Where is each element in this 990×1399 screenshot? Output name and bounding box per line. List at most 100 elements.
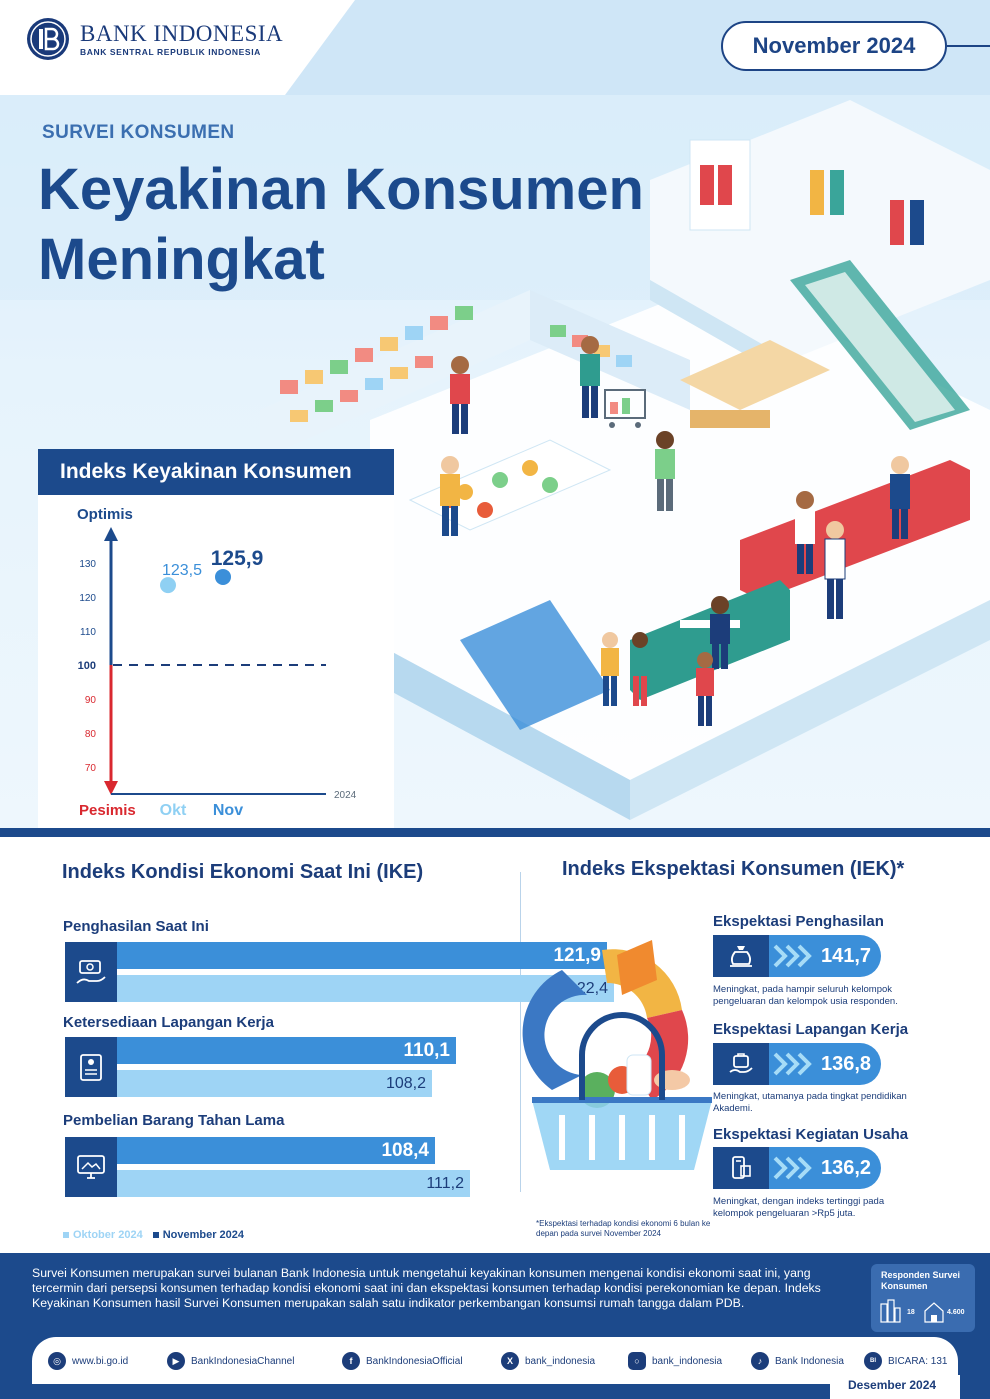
social-facebook[interactable]: f BankIndonesiaOfficial	[342, 1352, 463, 1370]
social-tiktok[interactable]: ♪ Bank Indonesia	[751, 1352, 844, 1370]
y-tick-label: 130	[79, 559, 96, 570]
social-links-bar	[32, 1337, 958, 1384]
title-line-2: Meningkat	[38, 227, 325, 292]
x-icon: X	[501, 1352, 519, 1370]
money-hand-icon	[65, 942, 117, 1002]
ikk-chart-title: Indeks Keyakinan Konsumen	[38, 449, 394, 495]
iek-label-kegiatan-usaha: Ekspektasi Kegiatan Usaha	[713, 1126, 909, 1143]
chevron-right-icon	[773, 1052, 812, 1076]
social-youtube[interactable]: ▶ BankIndonesiaChannel	[167, 1352, 294, 1370]
logo-name: BANK INDONESIA	[80, 20, 284, 46]
legend-okt: Oktober 2024	[63, 1229, 143, 1241]
social-bicara[interactable]: BI BICARA: 131	[864, 1352, 947, 1370]
iek-label-penghasilan: Ekspektasi Penghasilan	[713, 913, 884, 930]
pesimis-arrow-icon	[104, 781, 118, 795]
ike-label-barang-tahan-lama: Pembelian Barang Tahan Lama	[63, 1112, 285, 1129]
social-website-label: www.bi.go.id	[72, 1355, 129, 1367]
legend-nov: November 2024	[152, 1229, 245, 1241]
iek-value-kegiatan-usaha: 136,2	[713, 1147, 881, 1189]
iek-note-kegiatan-usaha: Meningkat, dengan indeks tertinggi pada …	[713, 1196, 885, 1219]
logo-subtitle: BANK SENTRAL REPUBLIK INDONESIA	[80, 46, 261, 57]
iek-value-text: 141,7	[821, 944, 872, 967]
responden-rumah-tangga: 4.600	[947, 1309, 965, 1316]
responden-title: Responden Survei Konsumen	[881, 1270, 961, 1291]
iek-note-lapangan-kerja: Meningkat, utamanya pada tingkat pendidi…	[713, 1091, 907, 1114]
social-facebook-label: BankIndonesiaOfficial	[366, 1355, 463, 1367]
data-label-nov: 125,9	[211, 547, 264, 570]
iek-value-lapangan-kerja: 136,8	[713, 1043, 881, 1085]
ike-bar-nov-penghasilan: 121,9	[117, 942, 607, 969]
tiktok-icon: ♪	[751, 1352, 769, 1370]
y-tick-label: 70	[85, 763, 97, 774]
ikk-chart-body: Optimis Pesimis 70 80 90 100 110 120 130 2024 123,…	[38, 495, 394, 831]
briefcase-hand-icon	[713, 1043, 769, 1085]
shop-device-icon	[713, 1147, 769, 1189]
x-tick-label-okt: Okt	[160, 802, 187, 819]
y-tick-label: 90	[85, 695, 97, 706]
iek-value-penghasilan: 141,7	[713, 935, 881, 977]
facebook-icon: f	[342, 1352, 360, 1370]
date-badge-line	[947, 45, 990, 47]
job-document-icon	[65, 1037, 117, 1097]
survey-kicker: SURVEI KONSUMEN	[42, 122, 235, 143]
ike-bar-okt-barang-tahan-lama: 111,2	[117, 1170, 470, 1197]
issue-date-bg	[830, 1375, 960, 1399]
iek-footnote: *Ekspektasi terhadap kondisi ekonomi 6 b…	[536, 1219, 711, 1238]
iek-note-penghasilan: Meningkat, pada hampir seluruh kelompok …	[713, 984, 898, 1007]
y-tick-label: 120	[79, 593, 96, 604]
shopping-basket-illustration	[522, 940, 712, 1170]
iek-value-text: 136,2	[821, 1156, 872, 1179]
bank-indonesia-logo: BANK INDONESIA BANK SENTRAL REPUBLIK IND…	[26, 17, 283, 61]
iek-label-lapangan-kerja: Ekspektasi Lapangan Kerja	[713, 1021, 909, 1038]
legend-nov-label: November 2024	[162, 1229, 245, 1241]
social-x-label: bank_indonesia	[525, 1355, 596, 1367]
iek-section-title: Indeks Ekspektasi Konsumen (IEK)*	[562, 858, 905, 880]
social-bicara-label: BICARA: 131	[888, 1355, 948, 1367]
social-website[interactable]: ◎ www.bi.go.id	[48, 1352, 128, 1370]
social-youtube-label: BankIndonesiaChannel	[191, 1355, 295, 1367]
iek-value-text: 136,8	[821, 1052, 872, 1075]
supermarket-illustration	[260, 100, 990, 820]
social-instagram[interactable]: ○ bank_indonesia	[628, 1352, 722, 1370]
responden-kota: 18	[907, 1309, 915, 1316]
optimis-label: Optimis	[77, 506, 133, 523]
x-tick-label-nov: Nov	[213, 802, 243, 819]
ikk-chart-card: Indeks Keyakinan Konsumen Optimis Pesimis…	[38, 449, 394, 831]
responden-box: Responden Survei Konsumen 18 4.600	[871, 1264, 975, 1332]
footer-description: Survei Konsumen merupakan survei bulanan…	[32, 1266, 821, 1310]
page-title: Keyakinan Konsumen Meningkat	[38, 155, 678, 295]
y-tick-label: 110	[80, 627, 96, 638]
data-point-nov	[215, 568, 231, 585]
monitor-icon	[65, 1137, 117, 1197]
optimis-arrow-icon	[104, 527, 118, 541]
ikk-chart-plot: Optimis Pesimis 70 80 90 100 110 120 130 2024 123,…	[77, 506, 357, 819]
section-divider-band	[0, 828, 990, 837]
money-bag-icon	[713, 935, 769, 977]
y-tick-label: 80	[85, 729, 97, 740]
edition-date-badge: November 2024	[721, 21, 947, 71]
globe-icon: ◎	[48, 1352, 66, 1370]
bicara-icon: BI	[864, 1352, 882, 1370]
instagram-icon: ○	[628, 1352, 646, 1370]
data-label-okt: 123,5	[162, 562, 202, 579]
shopping-cart	[604, 389, 646, 428]
ike-legend: Oktober 2024 November 2024	[63, 1229, 244, 1241]
ike-section-title: Indeks Kondisi Ekonomi Saat Ini (IKE)	[62, 861, 424, 883]
data-point-okt	[160, 577, 176, 594]
ike-bar-okt-lapangan-kerja: 108,2	[117, 1070, 432, 1097]
ike-bar-nov-lapangan-kerja: 110,1	[117, 1037, 456, 1064]
year-label: 2024	[334, 790, 357, 801]
shelf-products	[280, 306, 473, 422]
section-vertical-divider	[520, 872, 521, 1192]
bi-emblem-icon	[27, 18, 69, 60]
legend-nov-swatch	[152, 1232, 159, 1238]
ike-label-lapangan-kerja: Ketersediaan Lapangan Kerja	[63, 1014, 274, 1031]
legend-okt-label: Oktober 2024	[73, 1229, 143, 1241]
shopper-figures	[440, 336, 910, 726]
ike-label-penghasilan: Penghasilan Saat Ini	[63, 918, 209, 935]
play-icon: ▶	[167, 1352, 185, 1370]
legend-okt-swatch	[63, 1232, 69, 1238]
y-tick-label: 100	[78, 660, 96, 672]
social-x[interactable]: X bank_indonesia	[501, 1352, 595, 1370]
chevron-right-icon	[773, 944, 812, 968]
